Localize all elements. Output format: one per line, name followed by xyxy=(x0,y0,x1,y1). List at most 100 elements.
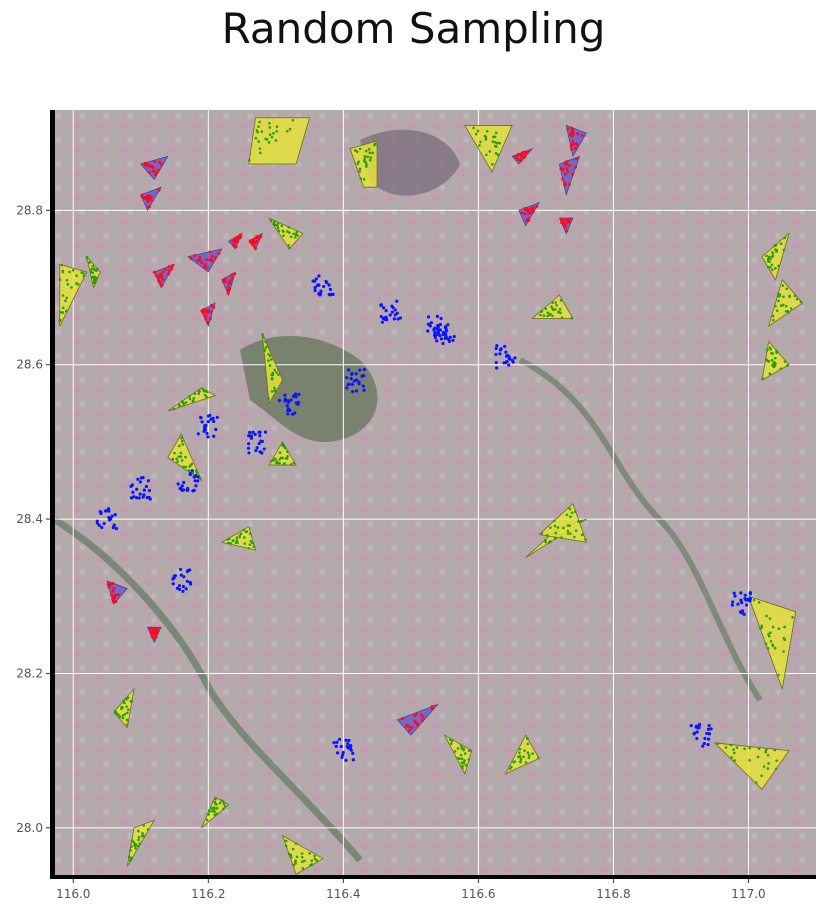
sample-point-blue xyxy=(113,513,117,517)
sample-point-red xyxy=(560,221,564,225)
sample-point-green xyxy=(257,125,260,128)
sample-point-green xyxy=(293,236,297,239)
sample-point-blue xyxy=(349,376,353,381)
sample-point-red xyxy=(248,240,252,244)
sample-point-blue xyxy=(206,420,210,424)
sample-point-green xyxy=(93,278,96,282)
sample-point-green xyxy=(358,147,362,151)
sample-point-blue xyxy=(189,582,193,586)
sample-point-green xyxy=(137,838,140,842)
sample-point-blue xyxy=(390,310,394,314)
sample-point-green xyxy=(569,532,572,535)
sample-point-green xyxy=(766,265,770,269)
sample-point-red xyxy=(570,126,574,130)
sample-point-blue xyxy=(438,322,442,327)
sample-point-green xyxy=(368,158,372,162)
sample-point-blue xyxy=(494,352,498,357)
sample-point-green xyxy=(463,759,466,762)
sample-point-red xyxy=(163,267,167,271)
sample-point-red xyxy=(205,266,209,270)
sample-point-red xyxy=(208,250,212,254)
sample-point-blue xyxy=(706,742,710,747)
sample-point-red xyxy=(526,150,530,154)
sample-point-green xyxy=(238,535,241,539)
sample-point-blue xyxy=(346,382,350,387)
sample-point-green xyxy=(59,318,62,322)
sample-point-red xyxy=(203,263,207,267)
sample-point-red xyxy=(154,635,158,639)
sample-point-blue xyxy=(702,741,706,746)
sample-point-green xyxy=(274,389,278,393)
sample-point-blue xyxy=(504,350,508,354)
y-tick-label: 28.4 xyxy=(16,512,43,526)
sample-point-blue xyxy=(388,313,392,317)
sample-point-blue xyxy=(171,577,175,581)
sample-point-blue xyxy=(513,356,517,360)
sample-point-blue xyxy=(257,430,261,434)
sample-point-red xyxy=(535,204,539,208)
sample-point-green xyxy=(545,534,549,537)
grid xyxy=(53,110,816,878)
sample-point-green xyxy=(121,714,125,717)
sample-point-blue xyxy=(114,526,119,531)
sample-point-blue xyxy=(730,603,734,607)
sample-point-blue xyxy=(426,329,430,333)
sample-point-green xyxy=(768,617,772,620)
sample-point-green xyxy=(276,222,280,225)
sample-point-green xyxy=(248,532,252,536)
sample-point-red xyxy=(147,195,151,199)
sample-point-green xyxy=(784,304,788,308)
sample-point-green xyxy=(508,767,512,771)
sample-point-blue xyxy=(351,390,355,394)
sample-point-blue xyxy=(253,432,257,436)
sample-point-red xyxy=(160,162,164,166)
sample-point-blue xyxy=(354,389,359,393)
sample-point-blue xyxy=(446,323,450,327)
sample-point-green xyxy=(540,531,544,535)
sample-point-green xyxy=(453,750,457,753)
sample-point-green xyxy=(126,696,130,699)
sample-point-blue xyxy=(439,316,443,321)
sample-point-blue xyxy=(498,348,503,352)
sample-point-green xyxy=(235,536,239,539)
sample-point-blue xyxy=(351,751,355,755)
sample-point-green xyxy=(265,345,268,349)
sample-point-green xyxy=(313,857,317,861)
sample-point-green xyxy=(784,310,788,313)
sample-point-blue xyxy=(212,434,216,438)
sample-point-red xyxy=(516,157,520,161)
sample-point-green xyxy=(519,760,522,763)
sample-point-green xyxy=(273,368,277,372)
sample-point-green xyxy=(173,451,176,455)
sample-point-red xyxy=(560,218,564,222)
sample-point-green xyxy=(495,145,498,148)
sample-point-green xyxy=(733,751,736,755)
sample-point-green xyxy=(188,394,191,398)
sample-point-green xyxy=(132,841,136,844)
sample-point-blue xyxy=(339,744,343,749)
sample-point-green xyxy=(373,143,376,147)
sample-point-green xyxy=(748,758,751,762)
sample-point-blue xyxy=(332,741,336,745)
sample-point-red xyxy=(111,589,115,593)
sample-point-green xyxy=(562,526,565,530)
sample-point-blue xyxy=(95,519,99,523)
sample-point-blue xyxy=(436,330,440,334)
sample-point-green xyxy=(799,300,803,304)
sample-point-blue xyxy=(192,475,196,479)
sample-point-green xyxy=(188,397,192,401)
sample-point-red xyxy=(198,256,202,260)
sample-point-green xyxy=(456,756,460,760)
sample-point-green xyxy=(754,781,758,784)
sample-point-blue xyxy=(313,288,317,293)
sample-point-blue xyxy=(392,317,396,321)
sample-point-green xyxy=(130,699,134,703)
sample-point-blue xyxy=(204,423,208,427)
sample-point-red xyxy=(193,253,197,257)
sample-point-green xyxy=(779,304,783,308)
sample-point-green xyxy=(310,859,314,863)
sample-point-green xyxy=(277,373,280,376)
sample-point-green xyxy=(231,539,235,542)
sample-point-green xyxy=(136,844,140,848)
sample-point-green xyxy=(463,752,467,755)
